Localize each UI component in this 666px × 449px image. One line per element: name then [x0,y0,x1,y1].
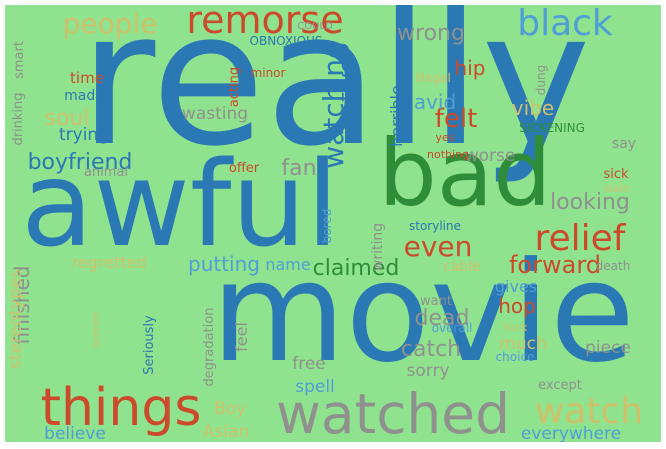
cloud-word-obnoxious: OBNOXIOUS [250,34,323,48]
cloud-word-acting: acting [227,67,242,107]
cloud-word-writing: writing [370,223,386,271]
cloud-word-wrong: wrong [397,21,465,46]
word-cloud: really movie awful bad watched things remorse b… [5,5,661,442]
cloud-word-worse: worse [465,146,516,166]
cloud-word-feel: feel [232,322,251,352]
cloud-word-vibe: vibe [512,96,554,120]
cloud-word-storyline: storyline [409,219,461,233]
cloud-word-sorry: sorry [407,361,450,381]
cloud-word-animal: animal [84,165,128,180]
cloud-word-sick: sick [603,167,629,182]
cloud-word-sickening: SICKENING [519,121,585,135]
cloud-word-nothing: nothing [427,148,469,161]
cloud-word-yuck: Yuck [502,321,528,334]
cloud-word-time: time [70,69,104,87]
cloud-word-two: two [333,58,361,102]
cloud-word-free: free [292,354,326,374]
cloud-word-avid: avid [414,90,456,114]
cloud-word-fan: fan [281,156,316,181]
cloud-word-everywhere: everywhere [521,424,621,442]
cloud-word-drinking: drinking [11,92,26,145]
cloud-word-yes: yes [435,131,454,144]
cloud-word-bored: bored [320,209,334,244]
cloud-word-forward: forward [509,251,601,279]
cloud-word-degradation: degradation [202,308,217,387]
cloud-word-seriously: Seriously [142,315,157,375]
cloud-word-hip: hip [455,56,486,80]
cloud-word-regretted: regretted [72,253,147,272]
cloud-word-black: black [517,5,613,44]
cloud-word-except: except [538,378,582,393]
cloud-word-women: women [91,312,102,349]
cloud-word-gives: gives [495,277,537,296]
cloud-word-catch: catch [401,337,461,362]
cloud-word-death: death [596,259,631,273]
cloud-word-asian: Asian [203,422,249,442]
cloud-word-offer: offer [229,161,260,176]
cloud-word-claimed: claimed [313,256,400,281]
cloud-word-trying: trying [59,125,109,145]
cloud-word-believe: believe [44,424,106,442]
cloud-word-hop: hop [498,294,536,318]
cloud-word-slain: slain [604,182,630,195]
cloud-word-say: say [612,136,636,152]
cloud-word-spell: spell [295,377,335,397]
cloud-word-dung: dung [534,65,548,95]
cloud-word-people: people [63,7,158,40]
cloud-word-name: name [265,255,310,274]
cloud-word-overall: overall [432,321,473,335]
cloud-word-piece: piece [585,338,631,358]
cloud-word-cable: cable [443,259,481,275]
cloud-word-smart: smart [12,41,27,79]
cloud-word-want: want [420,294,452,309]
cloud-word-illegal: illegal [415,71,451,85]
cloud-word-horrible: horrible [387,85,406,147]
cloud-word-putting: putting [188,252,260,276]
cloud-word-choice: choice [496,350,535,364]
cloud-word-stereotypes: stereotypes [6,269,26,369]
cloud-word-could: COULD [297,21,333,32]
cloud-word-boy: Boy [214,399,246,419]
cloud-word-made: made [64,88,104,104]
cloud-word-minor: minor [251,66,286,80]
